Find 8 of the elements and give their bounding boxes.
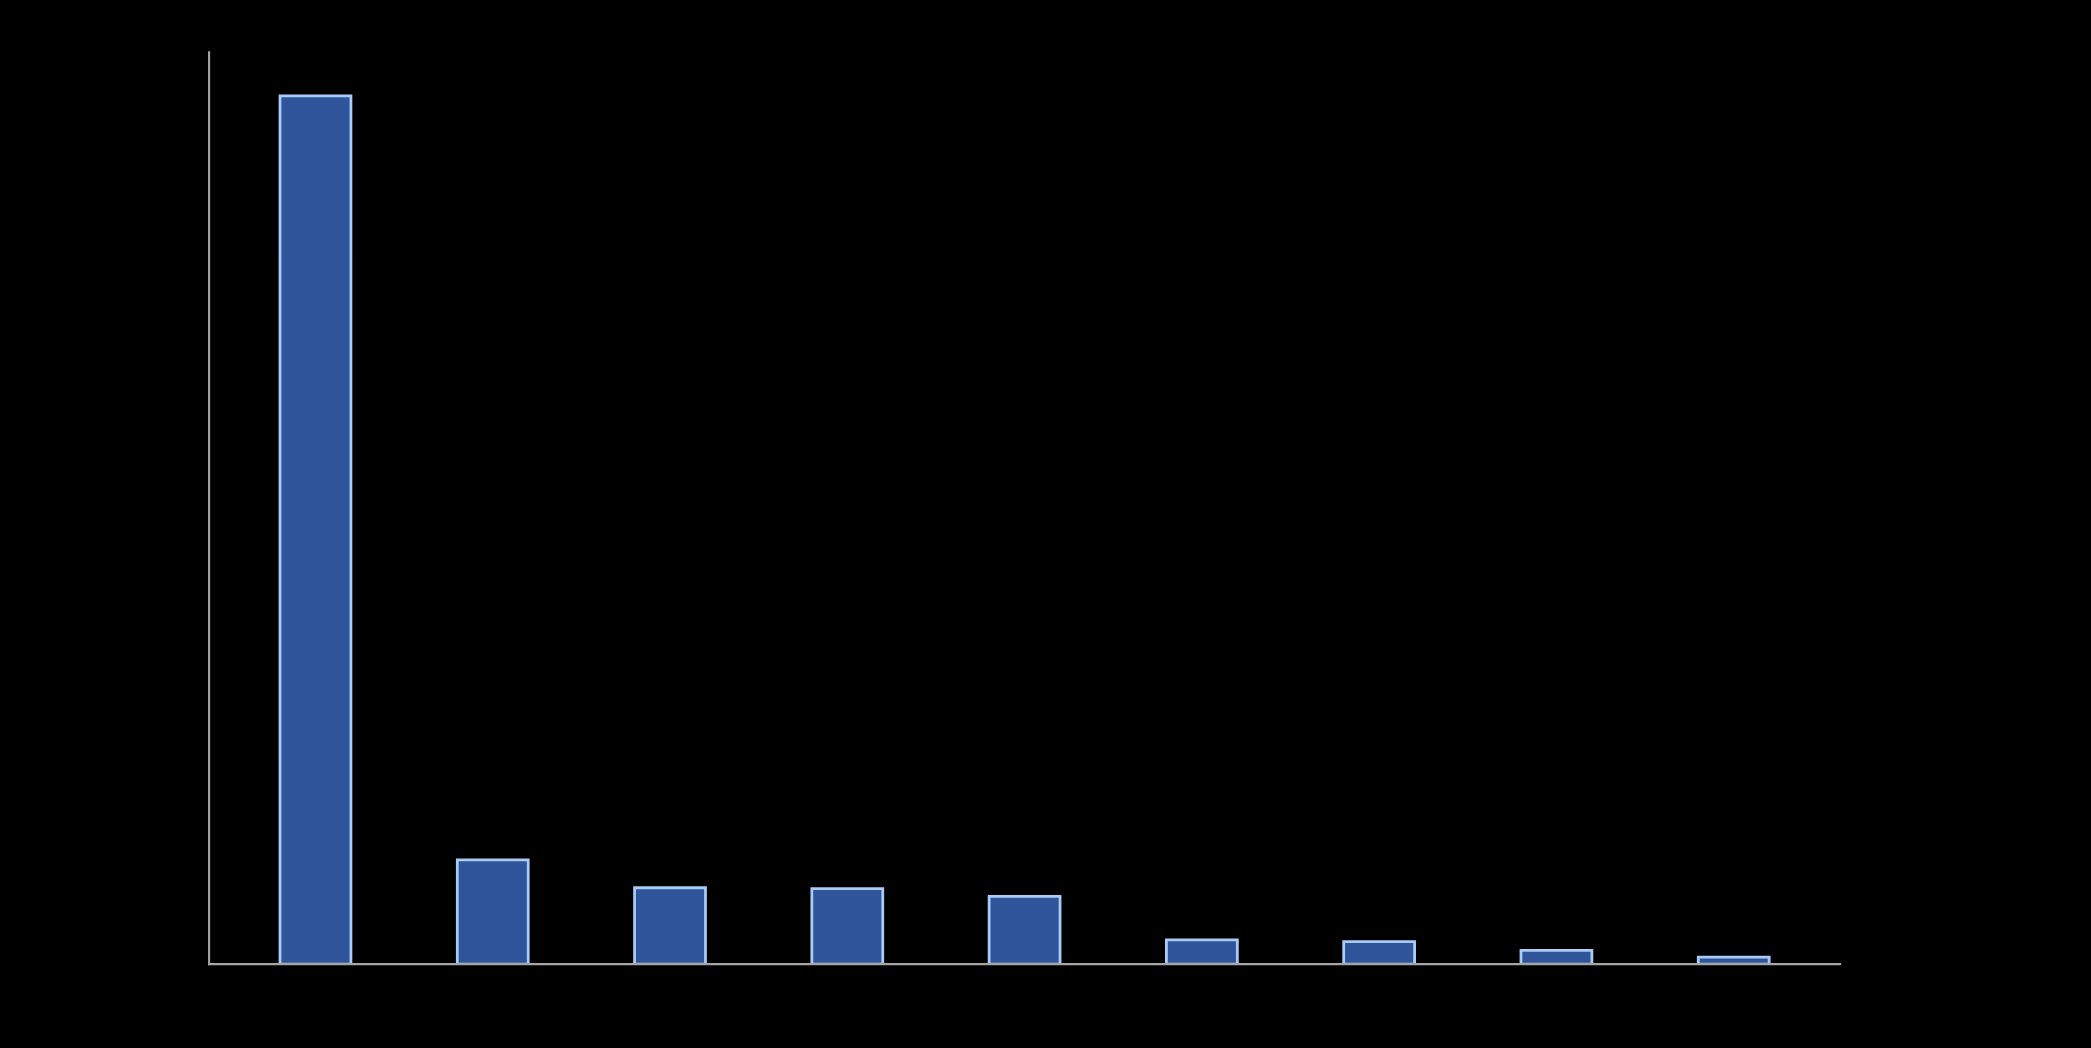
bar [633, 886, 707, 965]
bar [278, 94, 353, 965]
bar [1519, 948, 1594, 965]
bar [987, 895, 1062, 965]
bar [810, 887, 885, 965]
bar [455, 858, 530, 965]
bar [1165, 938, 1239, 965]
bar [1342, 940, 1416, 965]
